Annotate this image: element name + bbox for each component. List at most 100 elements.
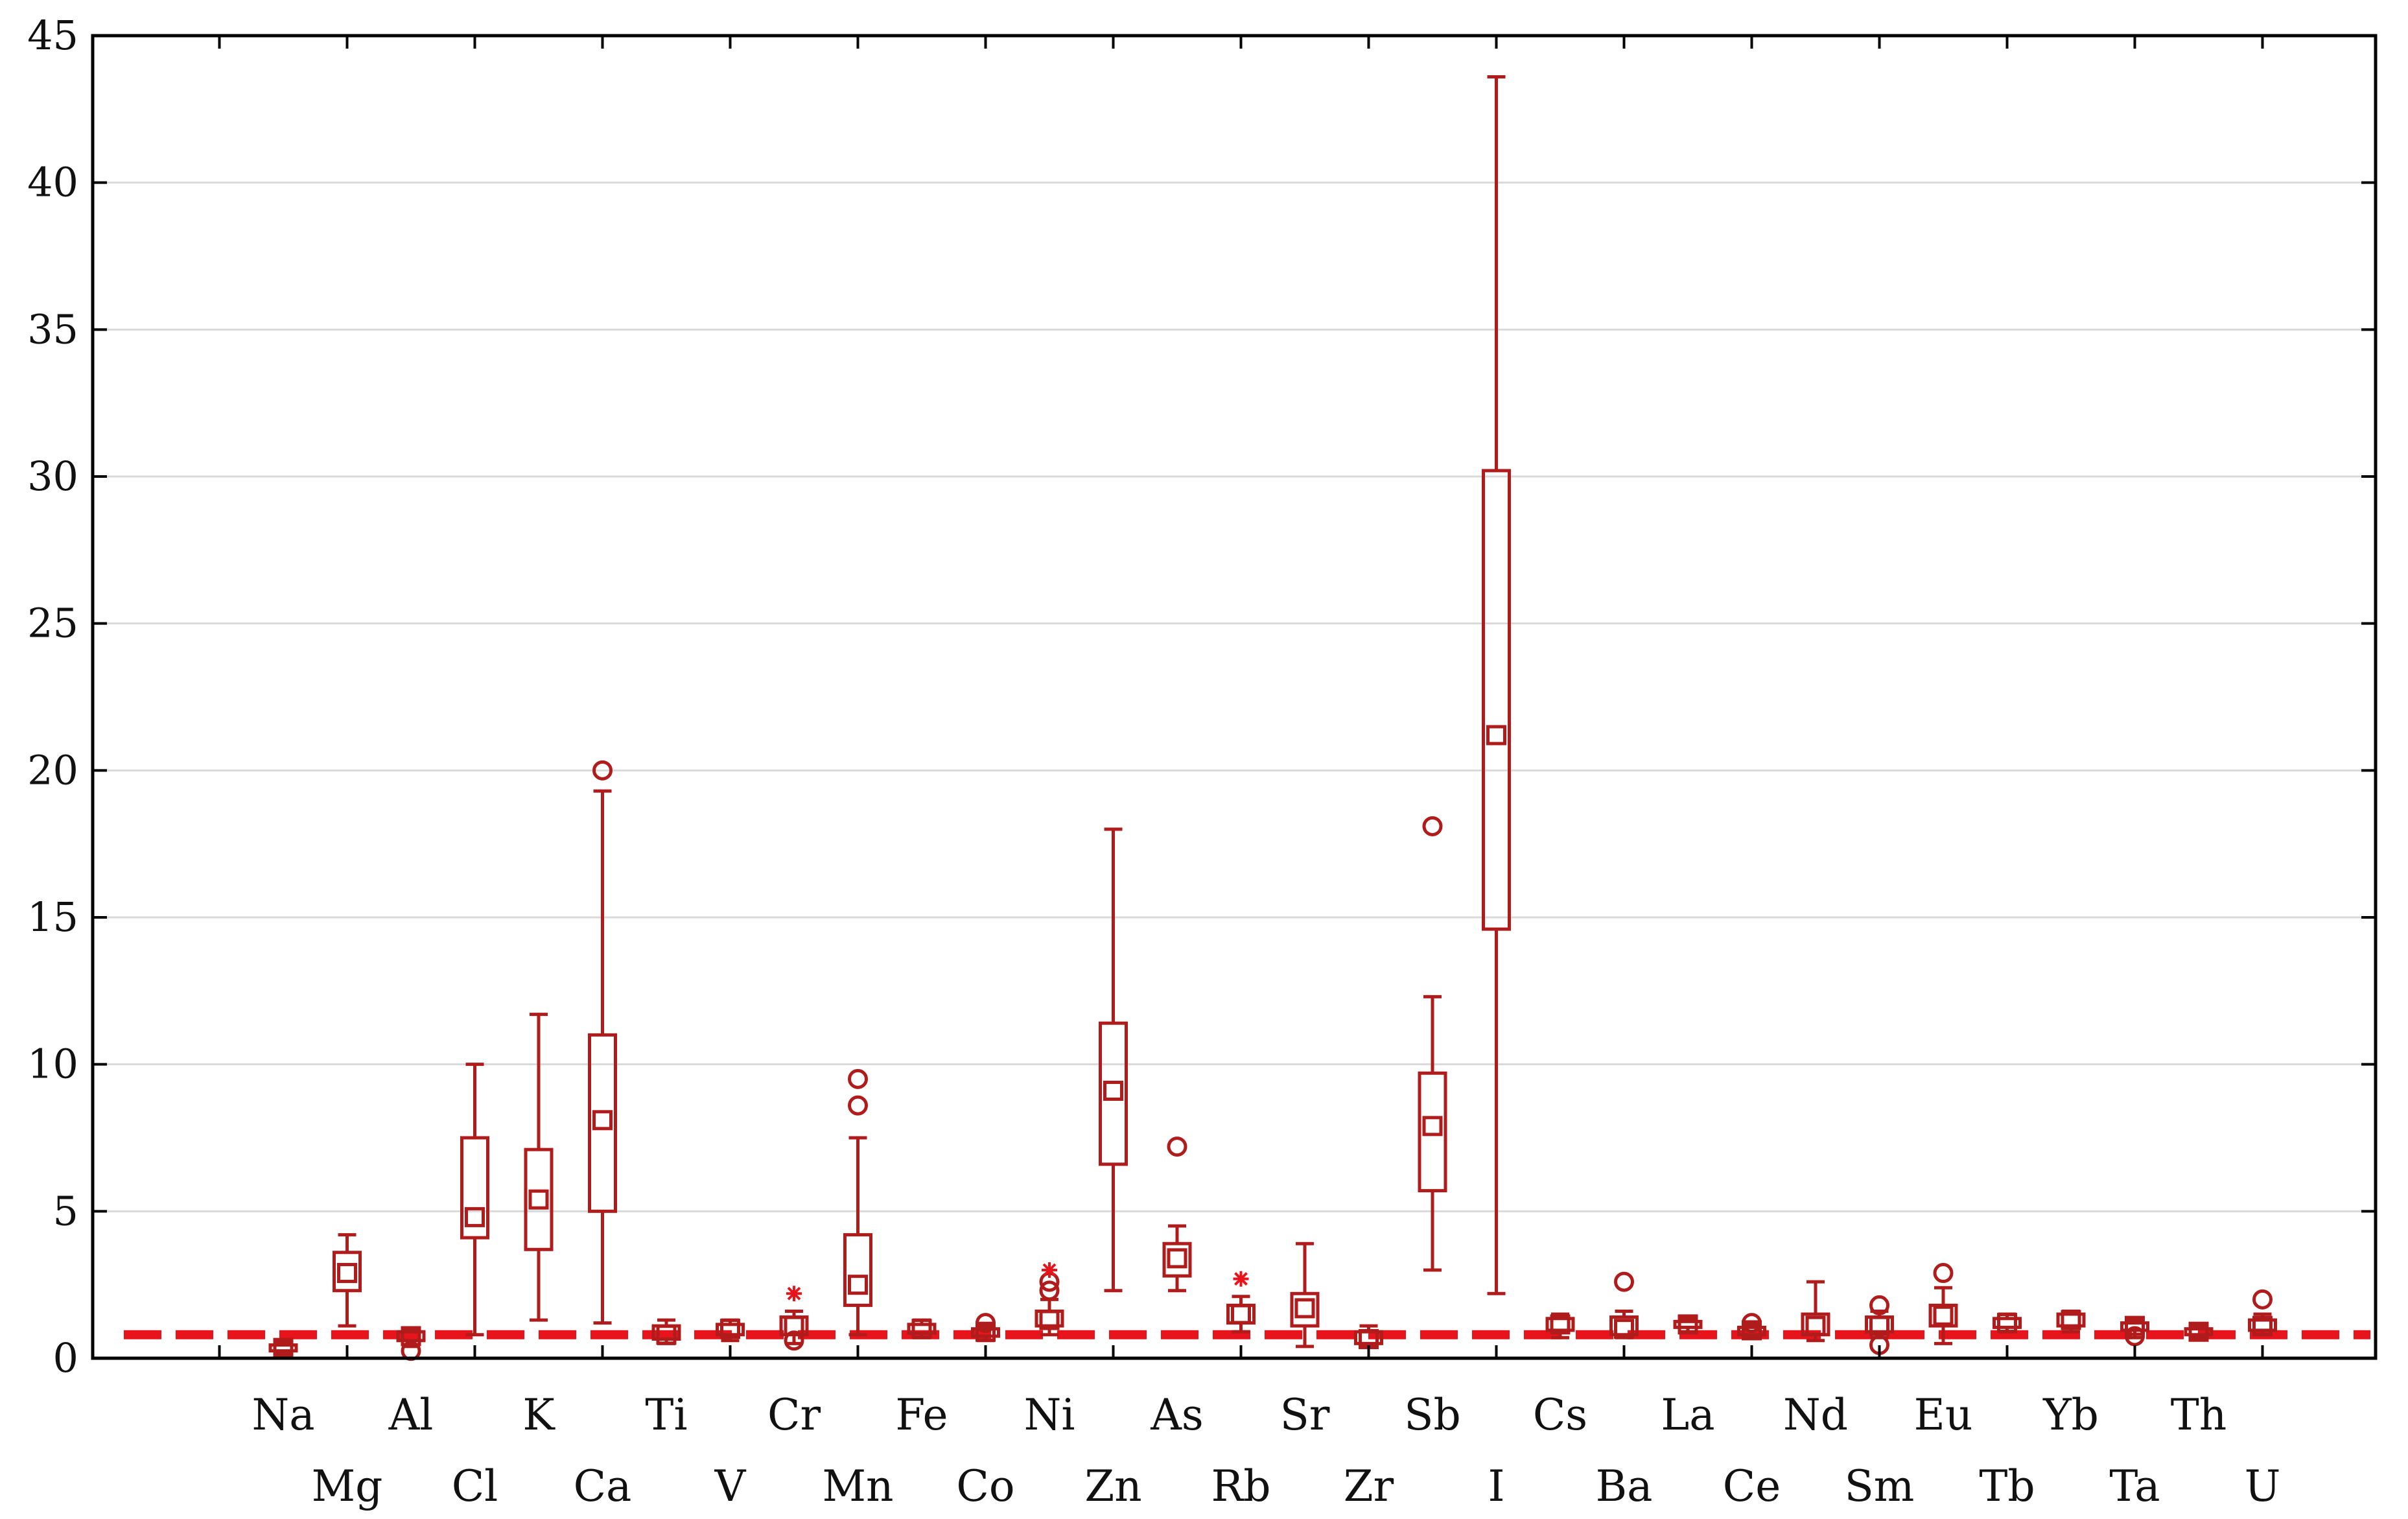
box-sr: [1290, 1242, 1320, 1348]
iqr-box: [907, 1323, 937, 1335]
median-marker: [401, 1326, 421, 1347]
iqr-box: [1673, 1319, 1703, 1329]
outlier-point: [592, 760, 613, 781]
median-marker: [784, 1315, 804, 1336]
category-label: Ca: [574, 1461, 632, 1511]
median-marker: [1997, 1313, 2017, 1334]
median-marker: [911, 1319, 932, 1339]
y-tick-label: 35: [27, 305, 78, 353]
category-label: Ba: [1596, 1461, 1653, 1511]
median-marker: [2188, 1321, 2209, 1342]
box-sb: [1418, 816, 1447, 1272]
median-marker: [2252, 1315, 2273, 1336]
box-i: [1482, 75, 1511, 1295]
category-label: Ni: [1024, 1390, 1075, 1440]
iqr-box: [843, 1233, 872, 1307]
category-label: Na: [251, 1390, 314, 1440]
category-label: Sb: [1404, 1390, 1460, 1440]
y-tick-label: 0: [53, 1334, 78, 1382]
box-ce: [1737, 1313, 1766, 1341]
category-label: Zn: [1084, 1461, 1141, 1511]
category-label: Ta: [2109, 1461, 2160, 1511]
category-label: La: [1661, 1390, 1714, 1440]
iqr-box: [1290, 1291, 1320, 1328]
median-marker: [1550, 1314, 1571, 1335]
median-marker: [1805, 1315, 1826, 1336]
iqr-box: [1099, 1021, 1128, 1166]
box-co: [971, 1313, 1000, 1343]
iqr-box: [460, 1136, 489, 1240]
box-nd: [1801, 1280, 1830, 1343]
category-label: Co: [956, 1461, 1014, 1511]
box-rb: [1226, 1271, 1256, 1334]
median-marker: [1677, 1314, 1698, 1335]
outlier-point: [848, 1068, 868, 1089]
iqr-box: [971, 1327, 1000, 1338]
outlier-point: [784, 1330, 804, 1351]
median-marker: [1933, 1305, 1954, 1326]
median-marker: [1614, 1319, 1634, 1339]
median-marker: [465, 1207, 485, 1227]
y-tick-label: 10: [27, 1041, 78, 1088]
extreme-point: [786, 1286, 802, 1302]
extreme-point: [1233, 1271, 1249, 1287]
box-ti: [651, 1318, 681, 1345]
box-eu: [1928, 1263, 1958, 1345]
box-sm: [1865, 1295, 1894, 1356]
outlier-point: [2125, 1326, 2145, 1347]
outlier-point: [1422, 816, 1443, 836]
median-marker: [2061, 1310, 2081, 1330]
y-tick-label: 45: [27, 12, 78, 59]
y-tick-label: 15: [27, 893, 78, 941]
plot-border: [91, 34, 2378, 1360]
median-marker: [720, 1319, 740, 1339]
box-cr: [779, 1286, 809, 1351]
y-tick-label: 5: [53, 1187, 78, 1234]
category-label: Cs: [1533, 1390, 1587, 1440]
median-marker: [1486, 725, 1506, 746]
outlier-point: [1933, 1263, 1954, 1284]
iqr-box: [1609, 1315, 1639, 1337]
box-ba: [1609, 1271, 1639, 1339]
iqr-box: [1482, 469, 1511, 931]
category-label: Sm: [1845, 1461, 1915, 1511]
gridlines: [93, 182, 2376, 1212]
category-label: I: [1488, 1461, 1504, 1511]
category-label: Yb: [2042, 1390, 2099, 1440]
median-marker: [1231, 1304, 1251, 1325]
y-axis-ticks: 0 5 10 15 20 25 30 35 40 45: [27, 12, 2376, 1382]
category-label: Rb: [1211, 1461, 1271, 1511]
median-marker: [976, 1321, 996, 1342]
box-mg: [333, 1233, 362, 1328]
median-marker: [1742, 1320, 1762, 1341]
median-marker: [528, 1189, 549, 1210]
median-marker: [1039, 1310, 1060, 1330]
category-label: Zr: [1344, 1461, 1394, 1511]
outlier-point: [976, 1313, 996, 1334]
box-la: [1673, 1314, 1703, 1335]
category-label: Ti: [645, 1390, 687, 1440]
category-label: Cr: [767, 1390, 821, 1440]
outlier-point: [1039, 1280, 1060, 1301]
box-as: [1162, 1136, 1192, 1293]
median-marker: [656, 1325, 677, 1345]
median-marker: [2125, 1315, 2145, 1336]
median-marker: [1103, 1080, 1123, 1101]
y-tick-label: 40: [27, 159, 78, 206]
y-tick-label: 20: [27, 746, 78, 794]
iqr-box: [2248, 1318, 2277, 1332]
iqr-box: [1545, 1317, 1575, 1332]
median-marker: [337, 1263, 357, 1284]
median-marker: [1422, 1116, 1443, 1136]
category-label: Mg: [312, 1461, 383, 1511]
box-u: [2248, 1289, 2277, 1337]
iqr-box: [2056, 1312, 2086, 1328]
iqr-box: [1993, 1317, 2022, 1329]
outlier-point: [1869, 1295, 1889, 1315]
outlier-point: [1614, 1271, 1634, 1292]
box-ca: [588, 760, 617, 1325]
iqr-box: [588, 1033, 617, 1213]
category-label: Mn: [822, 1461, 893, 1511]
category-label: Al: [388, 1390, 434, 1440]
